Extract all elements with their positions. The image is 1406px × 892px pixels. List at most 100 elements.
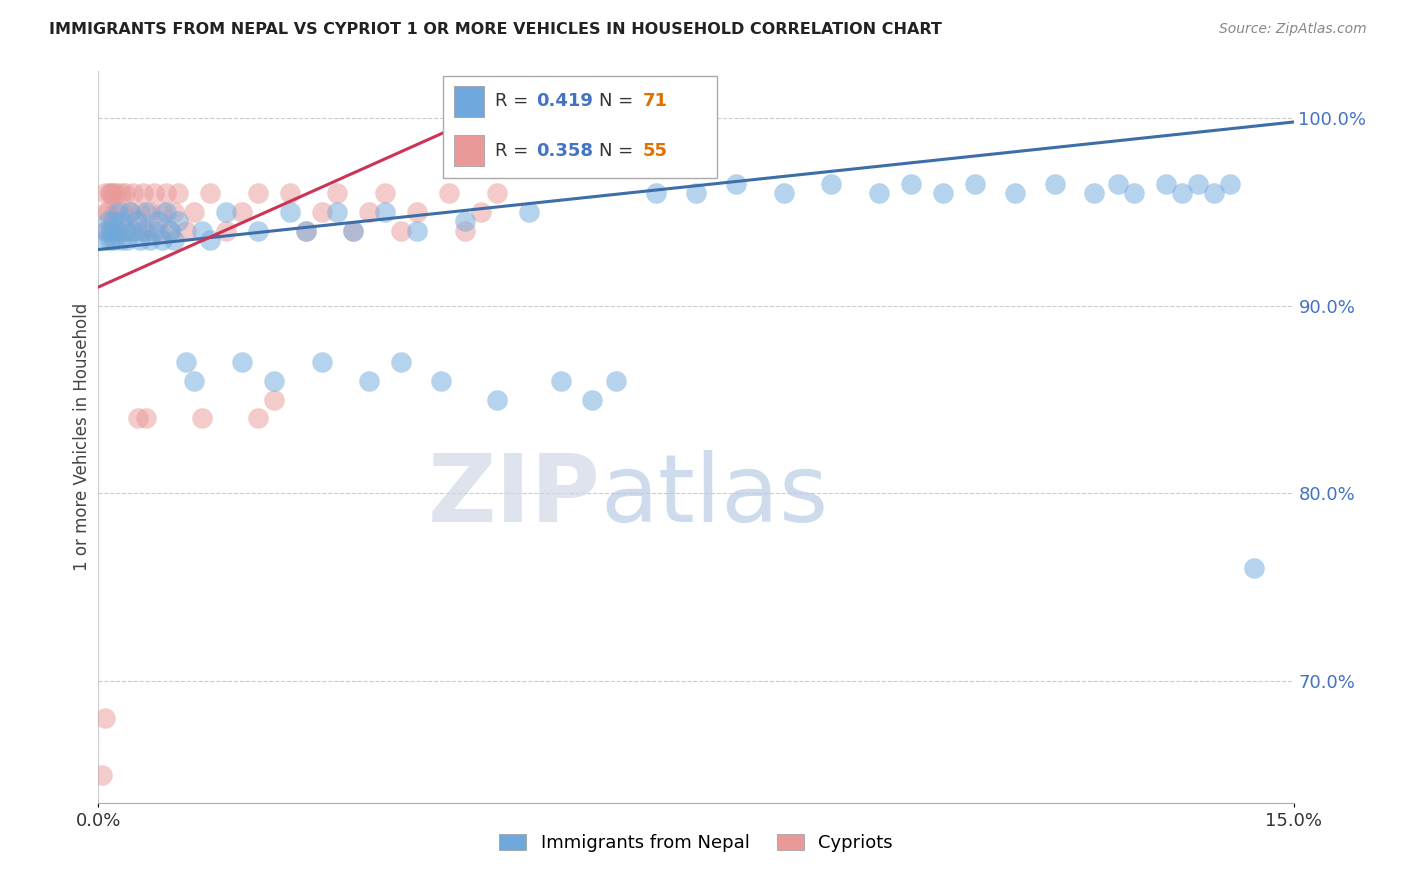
Text: atlas: atlas bbox=[600, 450, 828, 541]
Point bbox=[163, 205, 186, 219]
Text: ZIP: ZIP bbox=[427, 450, 600, 541]
Point bbox=[406, 224, 429, 238]
Point bbox=[100, 224, 122, 238]
Point bbox=[135, 224, 157, 238]
Point bbox=[100, 224, 122, 238]
Point bbox=[148, 224, 170, 238]
Point bbox=[115, 224, 138, 238]
Legend: Immigrants from Nepal, Cypriots: Immigrants from Nepal, Cypriots bbox=[492, 827, 900, 860]
Point bbox=[159, 224, 181, 238]
Point bbox=[900, 177, 922, 191]
Point bbox=[163, 233, 186, 247]
Point bbox=[148, 214, 170, 228]
Point bbox=[191, 411, 214, 425]
Point bbox=[1043, 177, 1066, 191]
Point bbox=[359, 205, 381, 219]
Point bbox=[183, 374, 205, 388]
Point bbox=[96, 205, 118, 219]
Text: Source: ZipAtlas.com: Source: ZipAtlas.com bbox=[1219, 22, 1367, 37]
Point bbox=[110, 186, 132, 201]
Point bbox=[963, 177, 986, 191]
Text: R =: R = bbox=[495, 142, 534, 160]
Point bbox=[581, 392, 603, 407]
Point bbox=[128, 205, 150, 219]
Point bbox=[91, 767, 114, 781]
Point bbox=[605, 374, 627, 388]
Point bbox=[104, 224, 127, 238]
Point bbox=[155, 186, 177, 201]
Point bbox=[167, 186, 190, 201]
Point bbox=[101, 186, 124, 201]
Point bbox=[167, 214, 190, 228]
Point bbox=[820, 177, 842, 191]
Point bbox=[132, 224, 155, 238]
Point bbox=[685, 186, 707, 201]
Point bbox=[120, 205, 142, 219]
Point bbox=[191, 224, 214, 238]
Point bbox=[150, 205, 173, 219]
Point bbox=[98, 186, 122, 201]
Point bbox=[374, 186, 396, 201]
Point bbox=[198, 233, 221, 247]
Point bbox=[485, 392, 508, 407]
Point bbox=[128, 233, 150, 247]
Text: 0.419: 0.419 bbox=[536, 93, 593, 111]
Text: R =: R = bbox=[495, 93, 534, 111]
Point bbox=[114, 224, 136, 238]
Point bbox=[517, 205, 540, 219]
Point bbox=[198, 186, 221, 201]
Point bbox=[174, 224, 197, 238]
Point bbox=[278, 205, 301, 219]
Point bbox=[374, 205, 396, 219]
Point bbox=[1004, 186, 1026, 201]
Point bbox=[150, 233, 173, 247]
Point bbox=[389, 355, 412, 369]
Point bbox=[174, 355, 197, 369]
FancyBboxPatch shape bbox=[454, 87, 484, 117]
Point bbox=[1154, 177, 1177, 191]
Point bbox=[485, 186, 508, 201]
Point bbox=[125, 224, 148, 238]
Point bbox=[114, 186, 136, 201]
Point bbox=[406, 205, 429, 219]
Point bbox=[1171, 186, 1194, 201]
Point bbox=[125, 214, 148, 228]
Point bbox=[1123, 186, 1146, 201]
Point bbox=[359, 374, 381, 388]
Point bbox=[430, 374, 453, 388]
Point bbox=[101, 214, 124, 228]
Point bbox=[111, 214, 134, 228]
Point bbox=[311, 355, 333, 369]
Point bbox=[389, 224, 412, 238]
Text: N =: N = bbox=[599, 142, 640, 160]
Point bbox=[246, 186, 269, 201]
Point bbox=[932, 186, 955, 201]
Text: 0.358: 0.358 bbox=[536, 142, 593, 160]
Point bbox=[868, 186, 890, 201]
Point bbox=[94, 233, 117, 247]
Point bbox=[110, 233, 132, 247]
Point bbox=[139, 205, 162, 219]
Point bbox=[454, 214, 477, 228]
Point bbox=[127, 411, 149, 425]
Point bbox=[103, 205, 125, 219]
Point bbox=[645, 186, 668, 201]
Point bbox=[278, 186, 301, 201]
Point bbox=[1202, 186, 1225, 201]
Point bbox=[263, 392, 285, 407]
Point bbox=[183, 205, 205, 219]
Point bbox=[143, 186, 166, 201]
Point bbox=[550, 374, 572, 388]
Point bbox=[96, 224, 118, 238]
Point bbox=[135, 411, 157, 425]
Point bbox=[132, 186, 155, 201]
Point bbox=[263, 374, 285, 388]
Point bbox=[231, 355, 253, 369]
Point bbox=[1107, 177, 1129, 191]
Point bbox=[1083, 186, 1105, 201]
Point bbox=[294, 224, 316, 238]
Point bbox=[115, 233, 138, 247]
Point bbox=[120, 205, 142, 219]
Point bbox=[326, 205, 349, 219]
Point bbox=[342, 224, 364, 238]
